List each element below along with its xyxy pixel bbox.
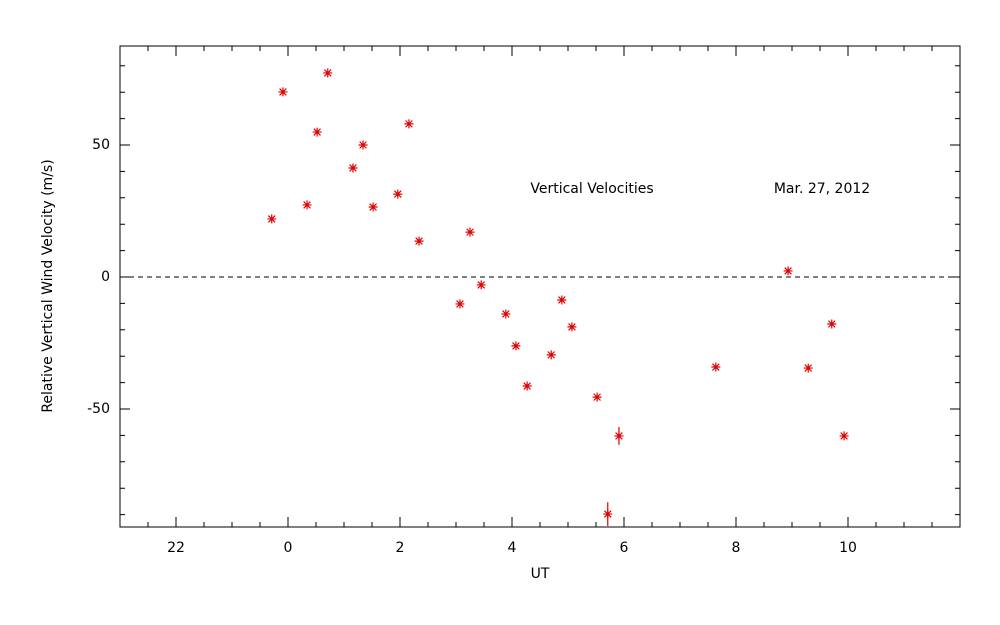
point <box>711 362 721 372</box>
point <box>358 140 368 150</box>
x-tick-label: 6 <box>620 540 629 556</box>
x-tick-label: 0 <box>284 540 293 556</box>
x-axis-label: UT <box>531 566 550 582</box>
x-tick-label: 10 <box>839 540 857 556</box>
annotation: Vertical Velocities <box>530 181 653 197</box>
point <box>465 227 475 237</box>
annotation: Mar. 27, 2012 <box>774 181 870 197</box>
point <box>302 200 312 210</box>
point <box>827 319 837 329</box>
point <box>603 509 613 519</box>
y-tick-label: -50 <box>87 401 110 417</box>
point <box>267 214 277 224</box>
point <box>278 87 288 97</box>
point <box>511 341 521 351</box>
point <box>546 350 556 360</box>
point <box>839 431 849 441</box>
point <box>323 68 333 78</box>
point <box>368 202 378 212</box>
point <box>476 280 486 290</box>
point <box>348 163 358 173</box>
point <box>522 381 532 391</box>
point <box>393 189 403 199</box>
x-tick-label: 22 <box>167 540 185 556</box>
x-tick-label: 2 <box>396 540 405 556</box>
x-tick-label: 4 <box>508 540 517 556</box>
point <box>455 299 465 309</box>
y-tick-label: 0 <box>101 269 110 285</box>
point <box>614 431 624 441</box>
y-axis-label: Relative Vertical Wind Velocity (m/s) <box>40 159 56 412</box>
point <box>557 295 567 305</box>
point <box>592 392 602 402</box>
point <box>803 363 813 373</box>
plot-frame <box>119 45 961 528</box>
y-tick-label: 50 <box>92 137 110 153</box>
point <box>404 119 414 129</box>
point <box>783 266 793 276</box>
point <box>312 127 322 137</box>
point <box>567 322 577 332</box>
point <box>501 309 511 319</box>
point <box>414 236 424 246</box>
x-tick-label: 8 <box>732 540 741 556</box>
